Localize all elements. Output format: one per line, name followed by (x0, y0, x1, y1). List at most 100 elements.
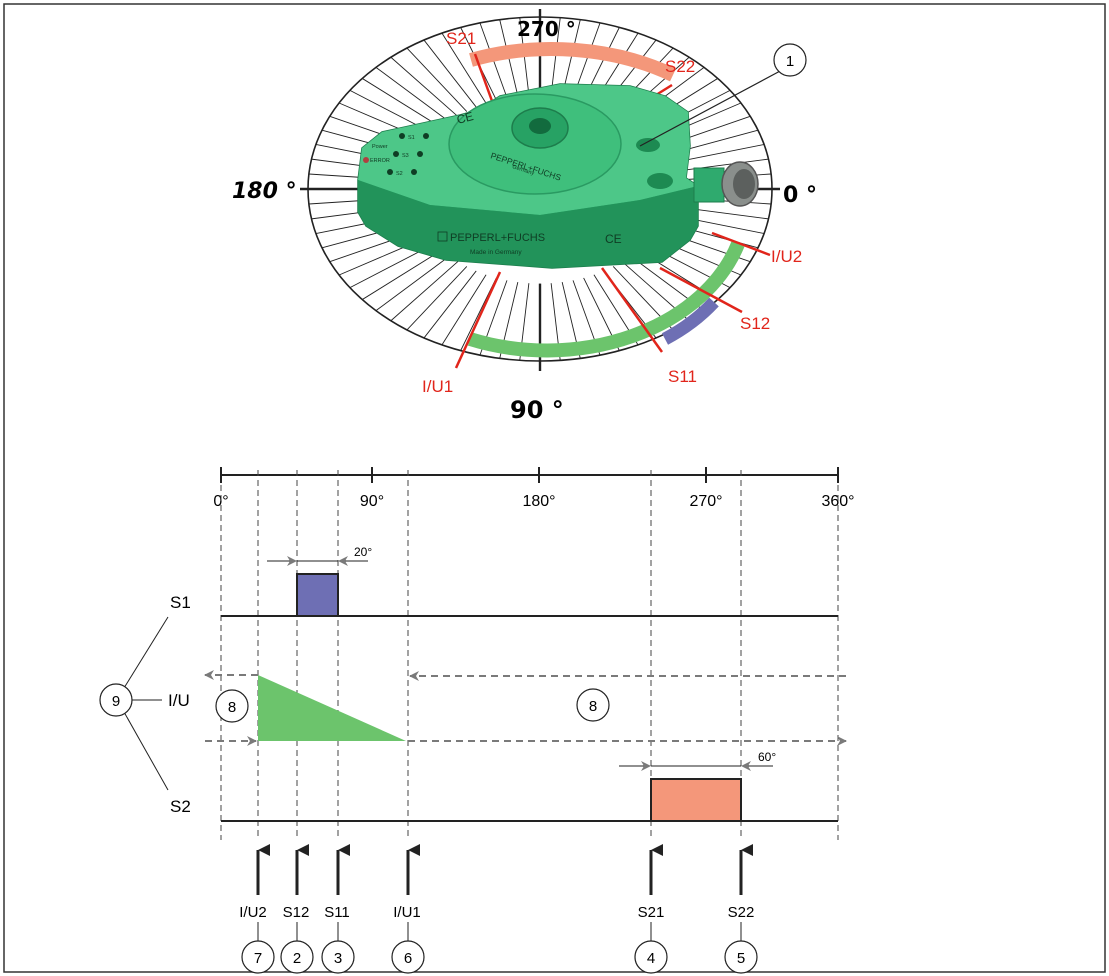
callout-8-left-num: 8 (228, 699, 236, 716)
dial-tick (362, 78, 443, 129)
s2-width-label: 60° (758, 750, 776, 764)
label-s21: S21 (446, 29, 476, 48)
s1-pulse (296, 573, 339, 617)
mount-hole-top (636, 138, 660, 152)
brand-front: PEPPERL+FUCHS (450, 232, 545, 244)
analog-arc (467, 241, 745, 358)
led-s2-label: S2 (396, 171, 403, 177)
marker-s12 (659, 266, 743, 314)
tick-360: 360° (821, 493, 854, 510)
dial-tick (375, 67, 451, 123)
s1-width-label: 20° (354, 545, 372, 559)
angle-270-label: 270 ° (517, 17, 576, 41)
dial-tick (441, 32, 487, 104)
mount-hole-bottom (647, 173, 673, 189)
marker-s11 (600, 267, 664, 353)
dial-tick (390, 261, 459, 322)
tick-0: 0° (213, 493, 228, 510)
s2-pulse (650, 778, 742, 822)
dial-tick (423, 270, 477, 339)
logo-box (437, 231, 448, 242)
tick-90: 90° (360, 493, 384, 510)
dial-tick (550, 17, 561, 95)
callout-4-num: 4 (647, 950, 655, 967)
marker-iu1 (454, 271, 502, 369)
point-label-iu2: I/U2 (239, 904, 267, 921)
callout-9-leader-s2 (123, 711, 169, 791)
tick-270: 270° (689, 493, 722, 510)
angle-0-label: 0 ° (783, 183, 817, 208)
label-s12: S12 (740, 314, 770, 333)
angle-90-label: 90 ° (510, 396, 564, 424)
callout-5 (724, 940, 758, 974)
sensor-device: S1 S3 S2 Power ERROR CE PEPPERL+FUCHS Ge… (357, 83, 759, 269)
connector-body (693, 167, 725, 203)
led-error (363, 157, 369, 163)
label-iu1: I/U1 (422, 377, 453, 396)
callout-4 (634, 940, 668, 974)
callout-3-num: 3 (334, 950, 342, 967)
guide-lines (220, 470, 839, 840)
dial-tick (406, 266, 468, 331)
switch2-arc (469, 42, 676, 82)
callout-7 (241, 940, 275, 974)
axis-ticks (220, 467, 839, 483)
callout-1-leader (639, 69, 783, 147)
callout-9 (99, 683, 133, 717)
dial-tick (362, 249, 443, 300)
dial-tick (423, 39, 477, 108)
position-arrows (256, 844, 753, 895)
row-label-iu: I/U (168, 691, 190, 710)
tick-180: 180° (522, 493, 555, 510)
dial-tick (390, 56, 459, 117)
housing-front (358, 180, 698, 268)
callout-5-num: 5 (737, 950, 745, 967)
callout-3 (321, 940, 355, 974)
dial-tick (441, 274, 487, 346)
ce-top: CE (455, 109, 475, 127)
led-error-label: ERROR (370, 158, 390, 164)
made-in: Made in Germany (470, 249, 522, 256)
point-label-s22: S22 (728, 904, 755, 921)
timeline: 0° 90° 180° 270° 360° 20° (99, 467, 855, 974)
callout-1 (773, 43, 807, 77)
callout-8-left (215, 689, 249, 723)
dial-tick (375, 255, 451, 311)
led-s1-label: S1 (408, 135, 415, 141)
led-power-label: Power (372, 144, 388, 150)
iu-ramp (258, 675, 406, 741)
callout-9-leader-s1 (123, 616, 169, 689)
label-iu2: I/U2 (771, 247, 802, 266)
callout-2-num: 2 (293, 950, 301, 967)
rotor-hole (529, 118, 551, 134)
callout-8-right-num: 8 (589, 698, 597, 715)
point-label-s12: S12 (283, 904, 310, 921)
point-label-s11: S11 (324, 904, 350, 921)
callout-6 (391, 940, 425, 974)
led-s3-label: S3 (402, 153, 409, 159)
callout-2 (280, 940, 314, 974)
angle-180-label: 180 ° (232, 179, 297, 204)
label-s22: S22 (665, 57, 695, 76)
point-label-iu1: I/U1 (393, 904, 421, 921)
leds (387, 133, 429, 175)
point-leaders (257, 922, 742, 942)
row-label-s1: S1 (170, 593, 191, 612)
figure-frame (3, 3, 1106, 973)
callout-7-num: 7 (254, 950, 262, 967)
marker-iu2 (711, 231, 771, 257)
callout-9-num: 9 (112, 693, 120, 710)
callout-1-num: 1 (786, 53, 794, 70)
dial-tick (406, 47, 468, 112)
connector-face (733, 169, 755, 199)
callout-6-num: 6 (404, 950, 412, 967)
switch1-arc (661, 297, 719, 345)
marker-s21 (473, 53, 494, 102)
label-s11: S11 (668, 367, 697, 386)
point-label-s21: S21 (638, 904, 665, 921)
row-label-s2: S2 (170, 797, 191, 816)
dial-tick (561, 19, 581, 96)
callout-8-right (576, 688, 610, 722)
